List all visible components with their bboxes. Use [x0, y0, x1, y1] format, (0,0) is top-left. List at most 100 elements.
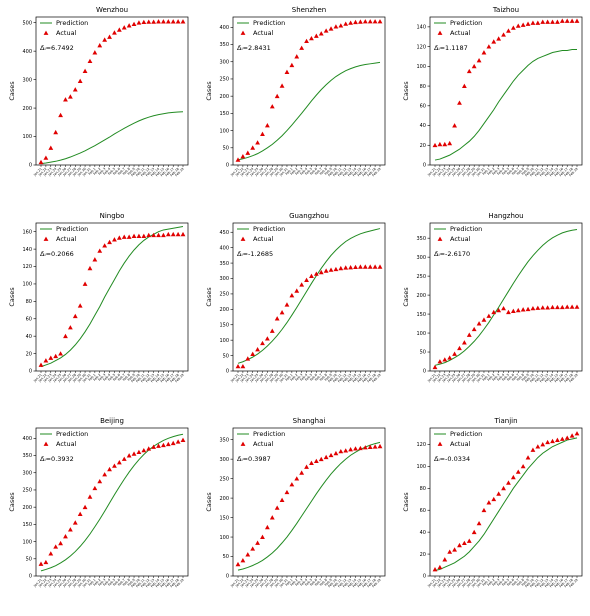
- actual-point: [564, 18, 570, 23]
- actual-point: [525, 306, 531, 312]
- y-tick-label: 50: [26, 556, 32, 562]
- actual-point: [540, 442, 546, 447]
- x-tick-label: Feb.17: [559, 167, 569, 177]
- x-tick-label: Feb.12: [337, 373, 347, 383]
- x-tick-label: Jan.22: [431, 373, 442, 384]
- actual-point: [260, 340, 265, 346]
- actual-point: [491, 39, 497, 44]
- actual-point: [240, 153, 246, 159]
- actual-point: [250, 546, 256, 551]
- x-tick-label: Jan.29: [71, 167, 82, 178]
- plot-frame: [429, 427, 583, 577]
- actual-point: [170, 231, 176, 237]
- x-tick-label: Feb.7: [117, 373, 126, 382]
- actual-point: [353, 264, 358, 270]
- legend: Prediction Actual: [434, 430, 482, 448]
- actual-point: [180, 437, 186, 442]
- actual-point: [457, 100, 462, 105]
- x-tick-label: Feb.5: [107, 167, 116, 176]
- subplot-ningbo: Ningbo020406080100120140160CasesJan.21Ja…: [8, 212, 189, 384]
- actual-point: [432, 142, 438, 148]
- actual-point: [116, 460, 122, 465]
- y-tick-label: 250: [219, 476, 229, 482]
- x-tick-label: Jan.21: [426, 167, 437, 178]
- x-tick-label: Feb.12: [337, 167, 347, 177]
- x-tick-label: Feb.1: [88, 373, 97, 382]
- legend: Prediction Actual: [237, 19, 285, 37]
- y-tick-label: 100: [22, 282, 32, 288]
- actual-point: [343, 265, 349, 270]
- actual-point: [471, 529, 477, 535]
- actual-point: [437, 359, 443, 364]
- subplot-title: Shenzhen: [292, 6, 326, 14]
- x-tick-label: Feb.17: [559, 373, 569, 383]
- legend-prediction-label: Prediction: [450, 19, 482, 27]
- actual-point: [377, 19, 383, 24]
- actual-point: [284, 302, 290, 307]
- y-tick-label: 400: [219, 25, 229, 31]
- actual-point: [481, 317, 487, 322]
- x-tick-label: Jan.22: [37, 167, 48, 178]
- actual-point: [550, 438, 555, 444]
- x-tick-label: Feb.17: [165, 167, 175, 177]
- actual-point: [136, 449, 142, 455]
- x-tick-label: Feb.3: [97, 578, 106, 587]
- actual-point: [471, 63, 477, 69]
- prediction-line: [40, 225, 184, 368]
- subplot-title: Wenzhou: [96, 6, 128, 14]
- x-tick-label: Feb.14: [150, 167, 160, 177]
- actual-point: [540, 305, 546, 310]
- y-tick-label: 0: [29, 369, 32, 375]
- x-tick-label: Feb.18: [563, 167, 573, 177]
- legend-prediction-label: Prediction: [450, 430, 482, 438]
- actual-point: [506, 480, 511, 485]
- x-tick-label: Jan.24: [47, 578, 58, 589]
- actual-point: [67, 94, 73, 99]
- x-tick-label: Jan.26: [254, 373, 265, 384]
- actual-point: [481, 507, 487, 513]
- actual-point: [530, 447, 536, 452]
- x-tick-label: Feb.11: [529, 373, 539, 383]
- x-tick-label: Jan.28: [66, 373, 77, 384]
- actual-point: [559, 18, 565, 23]
- x-tick-label: Jan.28: [263, 373, 274, 384]
- x-tick-label: Feb.16: [554, 167, 564, 177]
- actual-point: [545, 19, 551, 24]
- x-tick-label: Feb.14: [544, 373, 554, 383]
- actual-point: [87, 58, 93, 64]
- subplot-title: Beijing: [100, 417, 124, 425]
- x-tick-label: Feb.13: [539, 167, 549, 177]
- x-tick-label: Feb.10: [524, 578, 534, 588]
- x-tick-label: Feb.18: [366, 578, 376, 588]
- x-tick-label: Feb.2: [289, 373, 298, 382]
- actual-point: [323, 268, 329, 273]
- y-tick-label: 400: [219, 245, 229, 251]
- actual-point: [102, 472, 108, 477]
- actual-point: [323, 454, 329, 460]
- x-tick-label: Jan.21: [426, 373, 437, 384]
- prediction-line: [40, 111, 184, 165]
- actual-point: [358, 445, 363, 451]
- y-tick-label: 0: [226, 369, 229, 375]
- x-tick-label: Feb.18: [169, 578, 179, 588]
- x-tick-label: Jan.28: [460, 373, 471, 384]
- x-tick-label: Feb.7: [117, 167, 126, 176]
- actual-point: [53, 353, 59, 359]
- x-tick-label: Jan.27: [61, 578, 72, 589]
- y-tick-label: 80: [420, 486, 426, 492]
- x-tick-label: Feb.2: [486, 373, 495, 382]
- actual-point: [506, 28, 511, 33]
- y-tick-label: 40: [420, 530, 426, 536]
- y-tick-label: 350: [22, 453, 32, 459]
- actual-point: [107, 466, 112, 472]
- y-tick-label: 250: [416, 274, 426, 280]
- actual-point: [67, 325, 73, 330]
- y-axis-label: Cases: [8, 492, 16, 512]
- actual-point: [348, 265, 354, 270]
- y-tick-label: 200: [219, 307, 229, 313]
- x-tick-label: Feb.14: [347, 167, 357, 177]
- y-axis-label: Cases: [205, 287, 213, 307]
- x-tick-label: Feb.8: [516, 578, 525, 587]
- x-tick-label: Feb.3: [491, 373, 500, 382]
- subplot-tianjin: Tianjin020406080100120CasesJan.21Jan.22J…: [402, 417, 583, 588]
